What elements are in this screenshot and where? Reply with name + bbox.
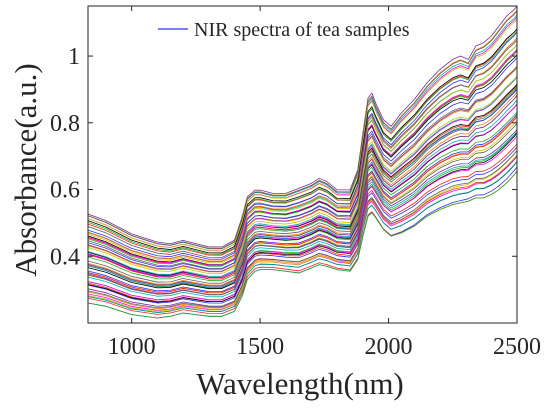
spectrum-line [87, 54, 518, 266]
spectrum-line [87, 5, 518, 248]
legend: NIR spectra of tea samples [158, 19, 410, 41]
spectrum-line [87, 31, 518, 260]
spectrum-line [87, 146, 518, 304]
plot-area-frame [87, 5, 518, 324]
x-tick-label: 1000 [108, 334, 156, 360]
spectrum-line [87, 154, 518, 310]
y-tick-label: 0.8 [50, 111, 80, 137]
spectrum-line [87, 150, 518, 309]
y-tick-label: 1 [68, 44, 80, 70]
x-axis: 1000 1500 2000 2500 [108, 6, 541, 360]
spectrum-line [87, 150, 518, 312]
spectrum-line [87, 57, 518, 270]
spectrum-line [87, 122, 518, 296]
spectrum-line [87, 18, 518, 252]
spectrum-line [87, 28, 518, 254]
legend-entry-label: NIR spectra of tea samples [194, 19, 410, 41]
y-tick-label: 0.6 [50, 178, 80, 204]
spectrum-line [87, 10, 518, 249]
x-tick-label: 2000 [365, 334, 413, 360]
spectrum-line [87, 75, 518, 275]
spectrum-line [87, 67, 518, 273]
spectrum-line [87, 87, 518, 284]
spectrum-line [87, 94, 518, 287]
spectrum-line [87, 155, 518, 311]
y-axis: 0.4 0.6 0.8 1 [50, 44, 517, 270]
spectrum-line [87, 91, 518, 286]
spectrum-line [87, 86, 518, 281]
spectrum-line [87, 16, 518, 252]
spectrum-line [87, 89, 518, 280]
spectrum-line [87, 111, 518, 289]
x-tick-label: 2500 [493, 334, 541, 360]
x-axis-label: Wavelength(nm) [196, 366, 404, 401]
spectrum-line [87, 103, 518, 290]
spectrum-line [87, 66, 518, 269]
y-axis-label: Absorbance(a.u.) [8, 63, 43, 276]
spectrum-line [87, 132, 518, 303]
spectrum-line [87, 84, 518, 280]
spectrum-line [87, 120, 518, 296]
spectrum-line [87, 76, 518, 279]
y-tick-label: 0.4 [50, 244, 80, 270]
spectrum-line [87, 131, 518, 298]
x-tick-label: 1500 [236, 334, 284, 360]
spectrum-line [87, 160, 518, 313]
series-layer [87, 5, 518, 319]
spectrum-line [87, 170, 518, 319]
spectrum-line [87, 30, 518, 255]
spectrum-line [87, 9, 518, 249]
spectrum-line [87, 44, 518, 262]
spectrum-line [87, 135, 518, 301]
spectrum-line [87, 43, 518, 264]
spectrum-line [87, 99, 518, 288]
spectrum-line [87, 48, 518, 266]
spectrum-line [87, 116, 518, 294]
spectrum-line [87, 113, 518, 292]
spectrum-line [87, 76, 518, 277]
